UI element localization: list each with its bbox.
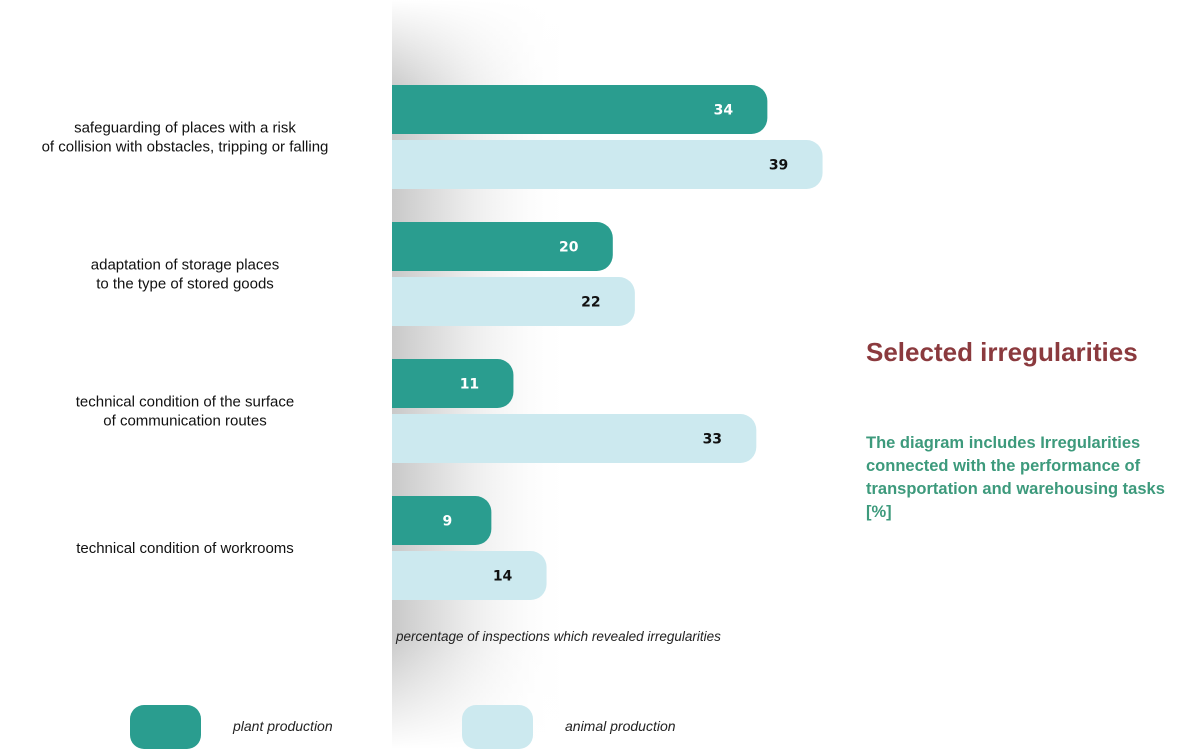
- side-panel-description: The diagram includes Irregularities conn…: [866, 434, 1165, 521]
- legend-swatch: [462, 705, 533, 749]
- bar-value-label: 9: [442, 514, 452, 530]
- category-label: technical condition of the surface of com…: [76, 394, 294, 430]
- category-label: adaptation of storage places to the type …: [91, 257, 279, 293]
- bar-value-label: 11: [460, 377, 479, 393]
- bar-animal-0: [392, 140, 823, 189]
- category-label: safeguarding of places with a risk of col…: [42, 120, 329, 156]
- bars: [392, 85, 823, 600]
- side-panel-title: Selected irregularities: [866, 337, 1138, 367]
- bar-value-label: 14: [493, 569, 513, 585]
- bar-plant-2: [392, 359, 514, 408]
- bar-value-label: 33: [703, 432, 722, 448]
- bar-plant-1: [392, 222, 613, 271]
- legend-swatch: [130, 705, 201, 749]
- bar-plant-0: [392, 85, 768, 134]
- x-axis-label: percentage of inspections which revealed…: [395, 629, 721, 644]
- bar-value-labels: 34 20 11 9 39 22 33 14: [442, 103, 788, 585]
- bar-animal-3: [392, 551, 547, 600]
- bar-value-label: 34: [714, 103, 734, 119]
- legend-label: plant production: [232, 718, 333, 734]
- category-labels: safeguarding of places with a risk of col…: [42, 120, 329, 558]
- bar-animal-2: [392, 414, 757, 463]
- legend: plant production animal production: [130, 705, 676, 749]
- bar-value-label: 22: [581, 295, 600, 311]
- bar-plant-3: [392, 496, 492, 545]
- bar-value-label: 39: [769, 158, 788, 174]
- bar-value-label: 20: [559, 240, 579, 256]
- legend-label: animal production: [565, 718, 676, 734]
- bar-animal-1: [392, 277, 635, 326]
- category-label: technical condition of workrooms: [76, 540, 294, 557]
